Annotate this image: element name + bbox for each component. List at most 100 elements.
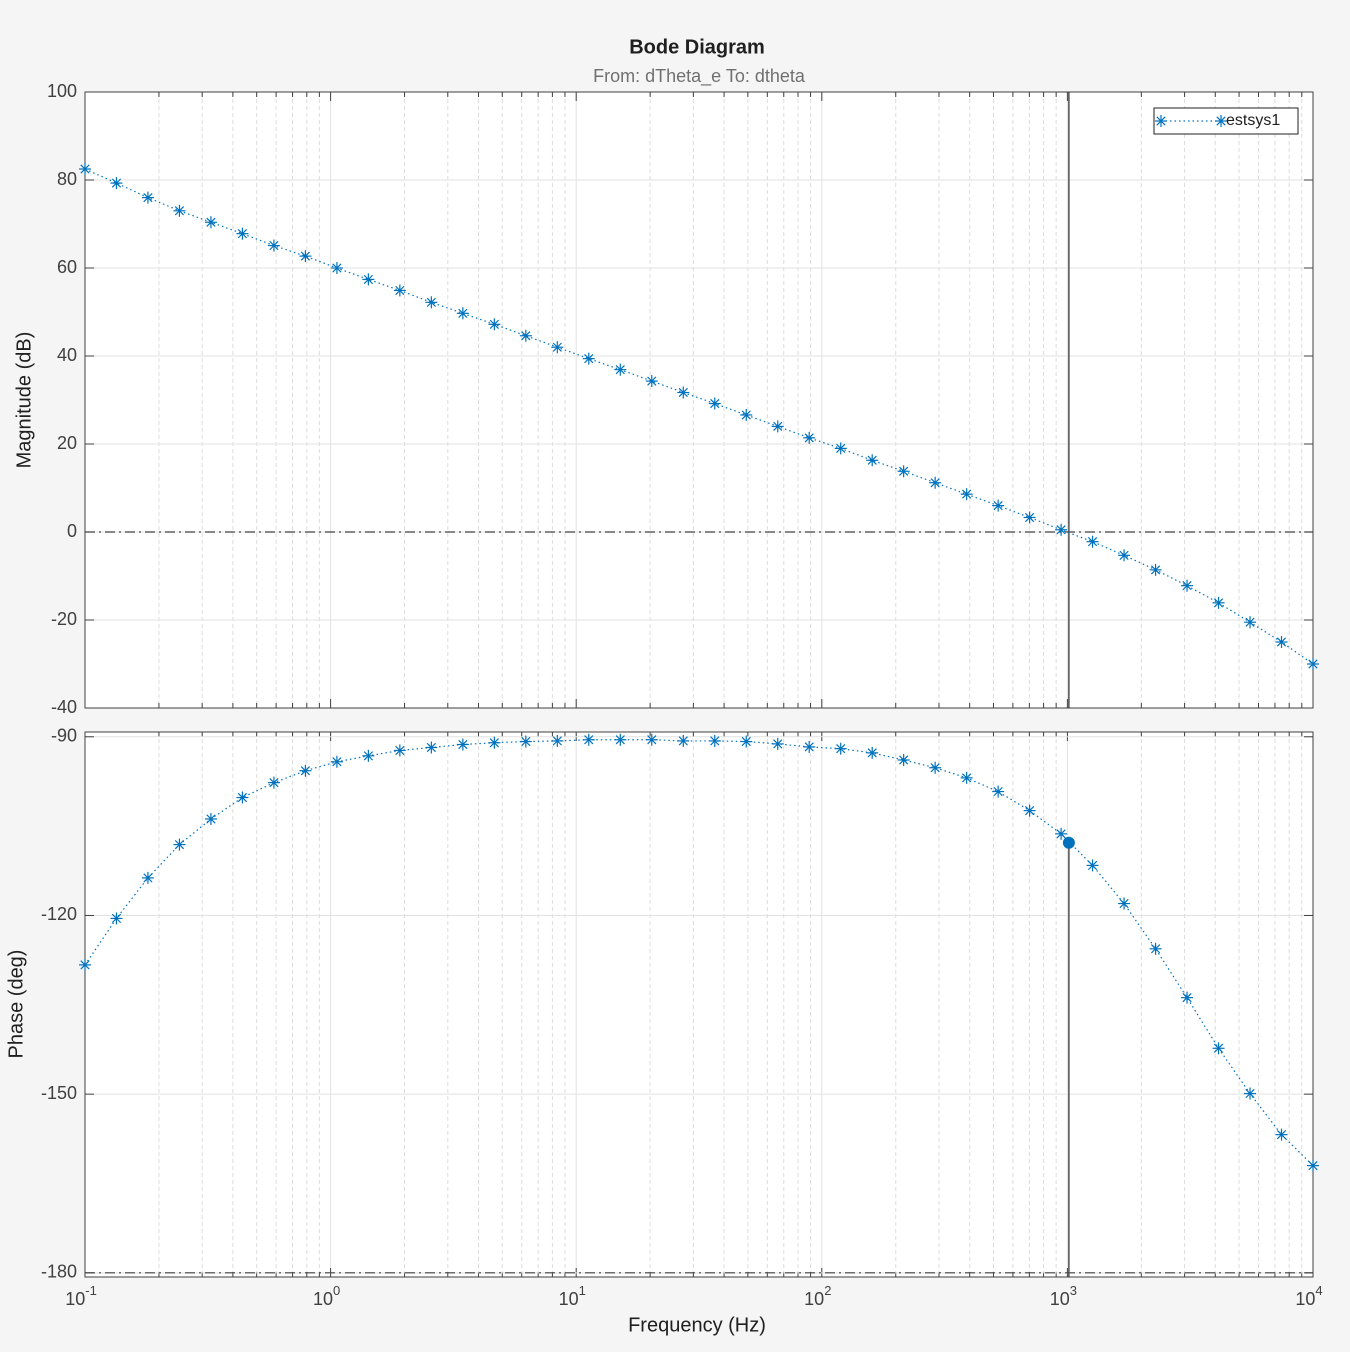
marker-stroke [426,742,436,753]
data-point [173,838,186,851]
marker-stroke [1119,898,1129,909]
marker-stroke [930,763,940,773]
x-tick-label-base: 10 [65,1289,85,1309]
marker-stroke [237,792,248,803]
data-point [456,307,469,320]
data-point [330,755,343,768]
marker-stroke [1056,829,1066,839]
marker-stroke [206,814,216,824]
marker-stroke [363,274,374,285]
marker-stroke [899,755,909,765]
data-point [834,742,847,755]
marker-stroke [237,229,248,239]
data-point [1055,827,1068,840]
plot-area [85,92,1313,708]
marker-stroke [426,297,436,307]
x-tick-label-exponent: 2 [824,1283,831,1298]
marker-stroke [773,739,783,749]
marker-stroke [332,263,342,273]
marker-stroke [300,251,311,261]
legend-label: estsys1 [1226,112,1280,129]
marker-stroke [1087,537,1098,547]
x-tick-label-exponent: 3 [1070,1283,1077,1298]
marker-stroke [993,500,1003,511]
marker-stroke [710,736,720,746]
marker-stroke [1056,525,1066,535]
y-tick-label: 60 [57,257,77,277]
marker-stroke [1213,1043,1224,1053]
data-point [992,785,1005,798]
marker-stroke [80,960,90,970]
marker-stroke [804,742,814,752]
data-point [677,734,690,747]
marker-stroke [962,489,972,499]
data-point [1244,616,1257,629]
marker-stroke [174,839,185,850]
marker-stroke [1087,860,1098,871]
y-tick-label: -40 [51,697,77,717]
marker-stroke [269,778,279,788]
marker-stroke [552,342,562,352]
data-point [960,771,973,784]
legend-symbol [1155,115,1227,127]
marker-stroke [269,240,279,251]
datatip-marker [1062,836,1075,849]
data-point [456,738,469,751]
x-tick-label-base: 10 [1295,1289,1315,1309]
y-tick-label: -90 [51,726,77,746]
marker-stroke [647,735,657,745]
series-line [84,168,1314,665]
data-point [393,284,406,297]
marker-stroke [867,748,877,758]
marker-stroke [552,736,562,746]
marker-stroke [1276,1130,1287,1140]
marker-stroke [1024,512,1035,523]
data-point [897,753,910,766]
data-point [1275,1128,1288,1141]
plot-area [85,732,1313,1277]
data-point [803,431,816,444]
data-point [1118,549,1131,562]
data-point [677,386,690,399]
x-tick-label: 102 [804,1283,831,1308]
marker-stroke [741,410,751,420]
data-point [267,239,280,252]
data-point [1307,1159,1319,1172]
y-tick-label: 0 [67,521,77,541]
marker-stroke [363,751,374,761]
data-point [299,250,312,263]
data-point [204,812,217,825]
plot-frame [84,91,1314,709]
data-point [551,341,564,354]
y-tick-label: -20 [51,609,77,629]
data-point [330,262,343,274]
marker-stroke [678,387,688,398]
data-point [1212,1042,1225,1055]
marker-stroke [1024,805,1035,816]
x-axis-label: Frequency (Hz) [628,1314,766,1336]
data-point [960,488,973,501]
data-point [866,746,879,759]
data-point [519,735,532,748]
marker-stroke [1119,550,1129,560]
data-point [771,737,784,750]
marker-stroke [458,308,468,318]
x-tick-label-exponent: 4 [1315,1283,1322,1298]
data-point [1086,535,1099,548]
data-point [1118,897,1131,910]
marker-stroke [1245,1088,1255,1099]
marker-stroke [1276,637,1287,647]
data-point [488,318,501,331]
marker-stroke [489,319,499,329]
data-point [551,734,564,747]
x-tick-label-base: 10 [1050,1289,1070,1309]
marker-stroke [111,913,122,924]
marker-stroke [1308,1160,1318,1171]
x-tick-label-base: 10 [804,1289,824,1309]
data-point [236,227,249,240]
marker-stroke [962,773,972,783]
data-point [362,273,375,286]
data-point [1149,563,1162,576]
marker-stroke [836,443,846,454]
marker-stroke [867,455,877,465]
